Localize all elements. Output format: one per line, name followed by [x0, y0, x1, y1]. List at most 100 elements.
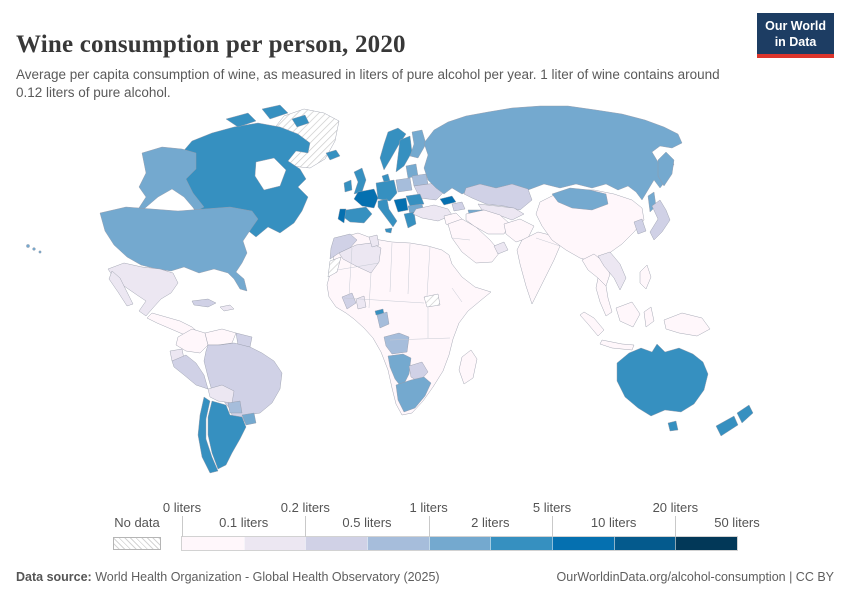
region-south-africa[interactable]	[395, 376, 432, 413]
region-new-guinea[interactable]	[663, 312, 711, 337]
legend-no-data-swatch[interactable]	[113, 537, 161, 550]
legend-tick-label[interactable]: 0 liters	[162, 500, 202, 515]
region-italy[interactable]	[377, 198, 398, 228]
legend-tick-label[interactable]: 0.5 liters	[342, 515, 392, 530]
region-central-europe[interactable]	[375, 179, 398, 202]
region-arabia[interactable]	[447, 218, 501, 264]
region-uk[interactable]	[353, 167, 367, 195]
region-korea[interactable]	[633, 218, 647, 235]
region-ireland[interactable]	[343, 179, 353, 193]
owid-logo[interactable]: Our World in Data	[757, 13, 834, 59]
legend-tick-label[interactable]: 50 liters	[714, 515, 760, 530]
region-venezuela[interactable]	[204, 328, 237, 346]
region-thailand-malay[interactable]	[595, 277, 613, 317]
region-alaska[interactable]	[132, 146, 205, 218]
region-norway[interactable]	[379, 127, 407, 171]
legend-bin-4[interactable]	[428, 537, 491, 550]
legend-tick	[428, 516, 430, 537]
legend-bin-0[interactable]	[182, 537, 244, 550]
region-western-sahara[interactable]	[327, 256, 342, 278]
region-angola[interactable]	[383, 332, 410, 355]
legend-bin-5[interactable]	[490, 537, 552, 550]
region-australia[interactable]	[616, 343, 709, 417]
legend-tick-label[interactable]: 2 liters	[471, 515, 510, 530]
legend-bin-6[interactable]	[552, 537, 614, 550]
footer-link[interactable]: OurWorldinData.org/alcohol-consumption |…	[556, 570, 834, 584]
legend-tick-label[interactable]: 20 liters	[652, 500, 699, 515]
region-colombia[interactable]	[175, 328, 209, 354]
legend-tick-label[interactable]: 10 liters	[590, 515, 637, 530]
region-france[interactable]	[353, 188, 379, 209]
legend-no-data-label: No data	[114, 515, 160, 530]
region-africa[interactable]	[326, 232, 492, 416]
footer: Data source: World Health Organization -…	[16, 570, 834, 584]
region-paraguay[interactable]	[227, 400, 243, 414]
region-namibia[interactable]	[387, 353, 412, 389]
page-title: Wine consumption per person, 2020	[16, 30, 406, 58]
legend-bin-7[interactable]	[613, 537, 676, 550]
legend-bin-1[interactable]	[243, 537, 306, 550]
region-poland[interactable]	[395, 177, 413, 193]
region-west-balkans[interactable]	[393, 197, 409, 213]
region-russia[interactable]	[423, 105, 683, 201]
region-mexico[interactable]	[107, 262, 179, 317]
region-sumatra[interactable]	[579, 311, 605, 337]
legend-tick-label[interactable]: 5 liters	[532, 500, 572, 515]
region-hispaniola[interactable]	[219, 304, 235, 312]
interior-borders	[336, 237, 561, 341]
region-java[interactable]	[599, 339, 635, 351]
region-sweden[interactable]	[395, 135, 413, 173]
region-tasmania[interactable]	[667, 420, 679, 432]
region-romania[interactable]	[405, 193, 425, 207]
data-source-text: World Health Organization - Global Healt…	[91, 570, 440, 584]
region-hawaii[interactable]	[38, 250, 42, 254]
region-hawaii[interactable]	[26, 244, 30, 248]
region-india[interactable]	[516, 231, 561, 305]
region-south-sudan[interactable]	[423, 293, 441, 308]
region-iran[interactable]	[465, 209, 511, 235]
region-gulf-states[interactable]	[493, 241, 509, 255]
region-sulawesi[interactable]	[643, 306, 655, 328]
region-baja[interactable]	[108, 270, 134, 307]
region-cuba[interactable]	[191, 298, 217, 308]
region-gabon[interactable]	[376, 311, 390, 329]
region-finland[interactable]	[409, 129, 427, 159]
region-georgia[interactable]	[439, 195, 457, 206]
region-kazakhstan[interactable]	[463, 183, 533, 211]
region-chile[interactable]	[197, 396, 219, 474]
region-japan[interactable]	[649, 199, 671, 241]
legend-tick	[552, 516, 553, 537]
region-madagascar[interactable]	[458, 349, 478, 385]
region-greece[interactable]	[403, 211, 417, 229]
region-philippines[interactable]	[639, 264, 652, 290]
region-algeria[interactable]	[338, 242, 382, 274]
region-kamchatka[interactable]	[657, 151, 675, 187]
owid-logo-line2: in Data	[774, 34, 817, 49]
legend-bin-8[interactable]	[675, 537, 737, 550]
region-azerbaijan[interactable]	[451, 201, 466, 212]
region-new-zealand-south[interactable]	[715, 415, 739, 437]
region-peru[interactable]	[171, 354, 209, 390]
region-cote-divoire[interactable]	[341, 292, 357, 310]
region-portugal[interactable]	[337, 208, 347, 224]
legend-tick-label[interactable]: 1 liters	[409, 500, 448, 515]
legend-tick	[305, 516, 307, 537]
region-borneo[interactable]	[615, 301, 641, 328]
region-tunisia[interactable]	[368, 234, 380, 248]
legend-tick-label[interactable]: 0.2 liters	[280, 500, 330, 515]
region-spain[interactable]	[341, 206, 373, 224]
legend-bin-2[interactable]	[305, 537, 367, 550]
world-map[interactable]	[0, 96, 850, 490]
region-hawaii[interactable]	[32, 247, 36, 251]
legend-tick-label[interactable]: 0.1 liters	[219, 515, 269, 530]
region-argentina[interactable]	[207, 400, 247, 470]
region-iceland[interactable]	[325, 149, 341, 161]
region-uruguay[interactable]	[241, 412, 257, 426]
region-sicily[interactable]	[384, 227, 393, 234]
region-usa[interactable]	[99, 206, 259, 292]
region-canada-islands[interactable]	[225, 104, 310, 128]
region-vietnam-laos[interactable]	[597, 251, 627, 291]
legend-bin-3[interactable]	[367, 537, 429, 550]
region-new-zealand-north[interactable]	[736, 404, 754, 424]
region-mongolia[interactable]	[551, 187, 609, 211]
